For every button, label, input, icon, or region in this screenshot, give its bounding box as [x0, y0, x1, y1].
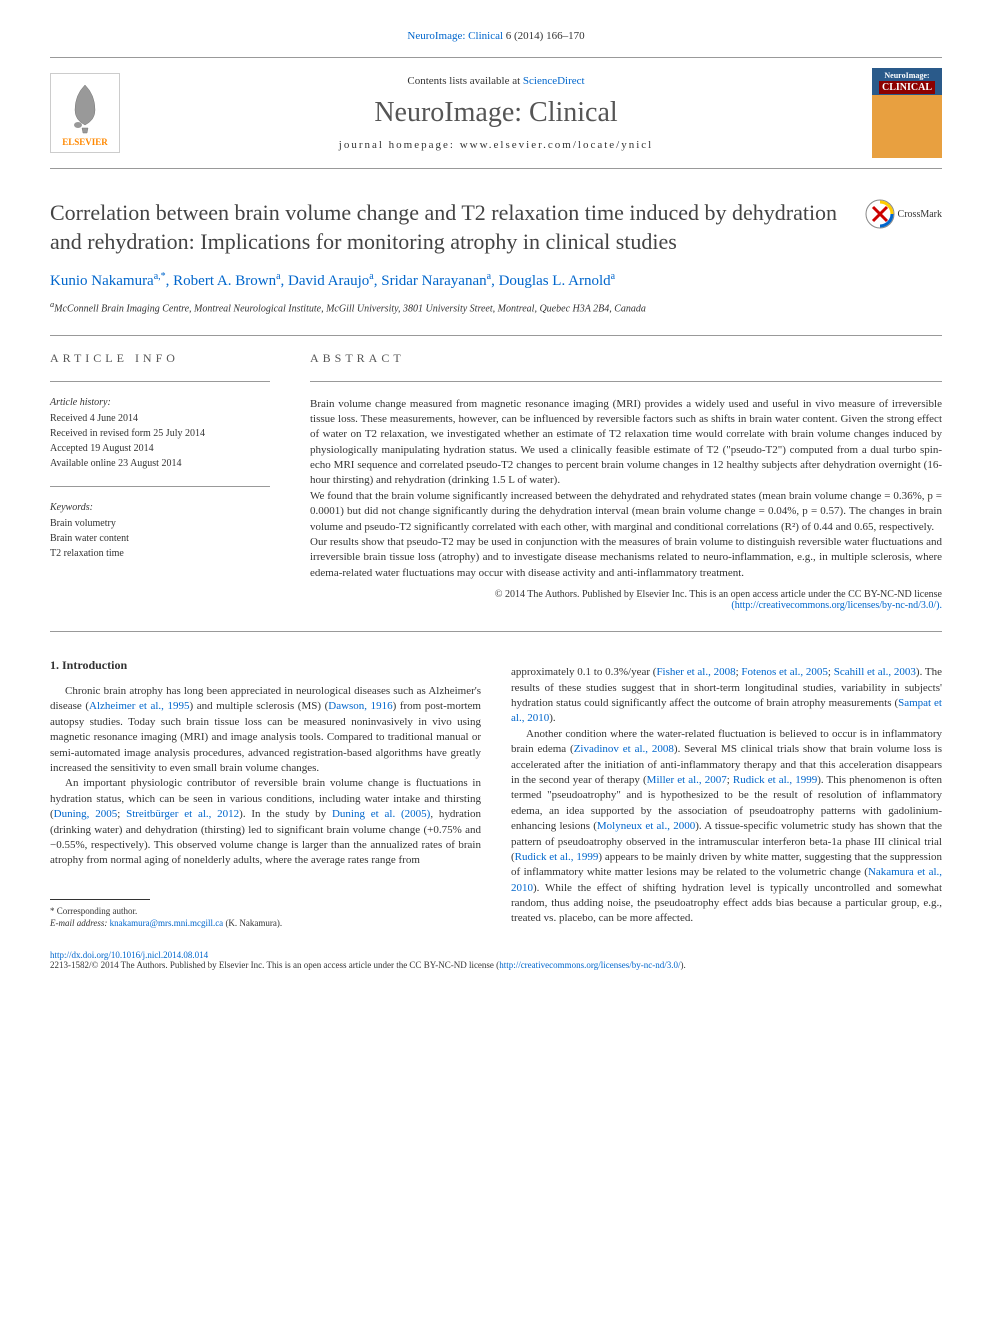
author-1-affil: a, [154, 271, 161, 282]
bottom-info: http://dx.doi.org/10.1016/j.nicl.2014.08… [50, 950, 942, 970]
keywords-label: Keywords: [50, 502, 270, 513]
journal-title: NeuroImage: Clinical [120, 97, 872, 129]
corresponding-email-link[interactable]: knakamura@mrs.mni.mcgill.ca [110, 918, 224, 928]
bottom-license-link[interactable]: http://creativecommons.org/licenses/by-n… [499, 960, 680, 970]
crossmark-icon [865, 199, 895, 229]
license-link[interactable]: (http://creativecommons.org/licenses/by-… [731, 600, 942, 611]
title-row: Correlation between brain volume change … [50, 199, 942, 271]
abstract-heading: ABSTRACT [310, 351, 942, 366]
abstract-divider [310, 381, 942, 382]
column-left: 1. Introduction Chronic brain atrophy ha… [50, 657, 481, 930]
keyword-1: Brain volumetry [50, 516, 270, 531]
col1-p1: Chronic brain atrophy has long been appr… [50, 684, 481, 776]
col2-p2: Another condition where the water-relate… [511, 727, 942, 927]
abstract-text: Brain volume change measured from magnet… [310, 397, 942, 582]
journal-center: Contents lists available at ScienceDirec… [120, 75, 872, 151]
ref-duning-2[interactable]: Duning et al. (2005) [332, 808, 430, 820]
divider-top [50, 335, 942, 336]
author-5-affil: a [611, 271, 615, 282]
col2-p1: approximately 0.1 to 0.3%/year (Fisher e… [511, 665, 942, 727]
crossmark-badge[interactable]: CrossMark [865, 199, 942, 229]
corresponding-author-label: * Corresponding author. [50, 905, 481, 918]
keyword-2: Brain water content [50, 531, 270, 546]
elsevier-label: ELSEVIER [62, 137, 108, 147]
accepted-date: Accepted 19 August 2014 [50, 441, 270, 456]
column-right: approximately 0.1 to 0.3%/year (Fisher e… [511, 657, 942, 930]
ref-streitburger[interactable]: Streitbürger et al., 2012 [126, 808, 239, 820]
history-label: Article history: [50, 397, 270, 408]
keyword-3: T2 relaxation time [50, 546, 270, 561]
issn-copyright: 2213-1582/© 2014 The Authors. Published … [50, 960, 499, 970]
abstract-p2: We found that the brain volume significa… [310, 489, 942, 535]
abstract-panel: ABSTRACT Brain volume change measured fr… [310, 351, 942, 612]
abstract-copyright: © 2014 The Authors. Published by Elsevie… [310, 589, 942, 611]
elsevier-tree-icon [60, 80, 110, 135]
info-divider-2 [50, 486, 270, 487]
author-3[interactable]: , David Araujo [281, 273, 370, 289]
ref-duning[interactable]: Duning, 2005 [54, 808, 118, 820]
contents-line: Contents lists available at ScienceDirec… [120, 75, 872, 87]
sciencedirect-link[interactable]: ScienceDirect [523, 75, 585, 87]
crossmark-label: CrossMark [898, 209, 942, 220]
footer-divider [50, 899, 150, 900]
journal-header: ELSEVIER Contents lists available at Sci… [50, 57, 942, 169]
ref-molyneux[interactable]: Molyneux et al., 2000 [597, 820, 695, 832]
footer-corresponding: * Corresponding author. E-mail address: … [50, 899, 481, 930]
ref-rudick-2[interactable]: Rudick et al., 1999 [515, 851, 599, 863]
ref-alzheimer[interactable]: Alzheimer et al., 1995 [89, 700, 189, 712]
received-date: Received 4 June 2014 [50, 411, 270, 426]
author-4[interactable]: , Sridar Narayanan [374, 273, 487, 289]
ref-rudick[interactable]: Rudick et al., 1999 [733, 774, 817, 786]
divider-bottom [50, 631, 942, 632]
ref-miller[interactable]: Miller et al., 2007 [647, 774, 727, 786]
journal-homepage: journal homepage: www.elsevier.com/locat… [120, 139, 872, 151]
author-5[interactable]: , Douglas L. Arnold [491, 273, 611, 289]
main-content: 1. Introduction Chronic brain atrophy ha… [50, 657, 942, 930]
author-1[interactable]: Kunio Nakamura [50, 273, 154, 289]
info-abstract-section: ARTICLE INFO Article history: Received 4… [50, 351, 942, 612]
top-citation-text: 6 (2014) 166–170 [506, 30, 585, 42]
online-date: Available online 23 August 2014 [50, 456, 270, 471]
homepage-url[interactable]: www.elsevier.com/locate/ynicl [460, 139, 654, 151]
authors-list: Kunio Nakamuraa,*, Robert A. Browna, Dav… [50, 271, 942, 290]
ref-scahill[interactable]: Scahill et al., 2003 [834, 666, 916, 678]
abstract-p3: Our results show that pseudo-T2 may be u… [310, 535, 942, 581]
ref-dawson[interactable]: Dawson, 1916 [328, 700, 392, 712]
ref-fotenos[interactable]: Fotenos et al., 2005 [741, 666, 827, 678]
affiliation-text: McConnell Brain Imaging Centre, Montreal… [54, 304, 646, 315]
info-heading: ARTICLE INFO [50, 351, 270, 366]
affiliation: aMcConnell Brain Imaging Centre, Montrea… [50, 300, 942, 314]
section-1-heading: 1. Introduction [50, 657, 481, 674]
journal-cover-thumbnail[interactable]: NeuroImage: CLINICAL [872, 68, 942, 158]
top-citation: NeuroImage: Clinical 6 (2014) 166–170 [50, 30, 942, 42]
cover-title-line1: NeuroImage: [884, 71, 929, 80]
email-line: E-mail address: knakamura@mrs.mni.mcgill… [50, 917, 481, 930]
ref-zivadinov[interactable]: Zivadinov et al., 2008 [574, 743, 674, 755]
top-journal-link[interactable]: NeuroImage: Clinical [407, 30, 503, 42]
author-2[interactable]: , Robert A. Brown [166, 273, 276, 289]
revised-date: Received in revised form 25 July 2014 [50, 426, 270, 441]
cover-title-line2: CLINICAL [879, 81, 935, 94]
elsevier-logo[interactable]: ELSEVIER [50, 73, 120, 153]
article-info-panel: ARTICLE INFO Article history: Received 4… [50, 351, 270, 612]
article-title: Correlation between brain volume change … [50, 199, 845, 256]
ref-fisher[interactable]: Fisher et al., 2008 [656, 666, 735, 678]
col1-p2: An important physiologic contributor of … [50, 776, 481, 868]
abstract-p1: Brain volume change measured from magnet… [310, 397, 942, 489]
doi-link[interactable]: http://dx.doi.org/10.1016/j.nicl.2014.08… [50, 950, 208, 960]
info-divider [50, 381, 270, 382]
